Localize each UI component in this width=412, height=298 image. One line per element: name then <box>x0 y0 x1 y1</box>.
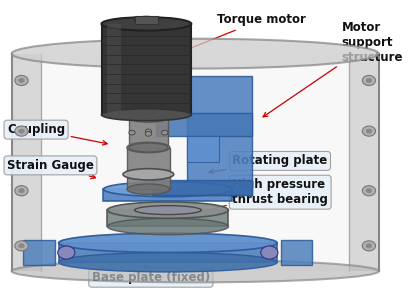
Text: Strain Gauge: Strain Gauge <box>7 159 96 179</box>
Circle shape <box>362 241 376 251</box>
FancyBboxPatch shape <box>108 24 121 115</box>
FancyBboxPatch shape <box>187 136 219 162</box>
FancyBboxPatch shape <box>41 54 349 271</box>
Circle shape <box>15 186 28 196</box>
Ellipse shape <box>135 16 158 24</box>
Ellipse shape <box>108 218 228 235</box>
Text: Torque motor: Torque motor <box>166 13 306 58</box>
Circle shape <box>366 244 372 248</box>
Circle shape <box>362 186 376 196</box>
Circle shape <box>15 126 28 136</box>
Ellipse shape <box>108 202 228 218</box>
Polygon shape <box>59 243 277 262</box>
Ellipse shape <box>123 169 174 180</box>
Ellipse shape <box>12 39 379 69</box>
Ellipse shape <box>103 182 232 197</box>
Circle shape <box>162 130 168 135</box>
FancyBboxPatch shape <box>135 16 158 24</box>
Ellipse shape <box>101 109 191 121</box>
Circle shape <box>19 78 24 83</box>
Circle shape <box>366 189 372 193</box>
Circle shape <box>129 130 135 135</box>
FancyBboxPatch shape <box>23 240 55 265</box>
Circle shape <box>58 246 75 259</box>
Text: High pressure
thrust bearing: High pressure thrust bearing <box>199 178 328 213</box>
Text: Coupling: Coupling <box>7 123 107 145</box>
Polygon shape <box>103 189 232 201</box>
Circle shape <box>362 75 376 86</box>
Ellipse shape <box>129 113 168 122</box>
FancyBboxPatch shape <box>281 240 312 265</box>
Circle shape <box>261 246 278 259</box>
FancyBboxPatch shape <box>152 180 252 195</box>
Ellipse shape <box>59 233 277 253</box>
Ellipse shape <box>59 253 277 272</box>
Circle shape <box>145 129 152 134</box>
Text: Rotating plate: Rotating plate <box>209 154 328 174</box>
Circle shape <box>362 126 376 136</box>
Circle shape <box>15 75 28 86</box>
Circle shape <box>19 189 24 193</box>
Ellipse shape <box>135 206 201 215</box>
Circle shape <box>19 244 24 248</box>
Ellipse shape <box>129 143 168 152</box>
Circle shape <box>366 129 372 133</box>
Circle shape <box>366 78 372 83</box>
Polygon shape <box>101 24 191 115</box>
Ellipse shape <box>127 184 170 195</box>
Circle shape <box>19 129 24 133</box>
Polygon shape <box>108 210 228 226</box>
FancyBboxPatch shape <box>187 76 252 195</box>
FancyBboxPatch shape <box>349 54 379 271</box>
Ellipse shape <box>127 142 170 153</box>
Ellipse shape <box>12 260 379 283</box>
Polygon shape <box>129 118 168 148</box>
Circle shape <box>15 241 28 251</box>
Polygon shape <box>127 148 170 189</box>
FancyBboxPatch shape <box>156 113 252 136</box>
FancyBboxPatch shape <box>12 54 41 271</box>
Ellipse shape <box>101 17 191 31</box>
Text: Base plate (fixed): Base plate (fixed) <box>92 265 210 284</box>
Circle shape <box>145 131 152 136</box>
Text: Motor
support
structure: Motor support structure <box>263 21 403 117</box>
